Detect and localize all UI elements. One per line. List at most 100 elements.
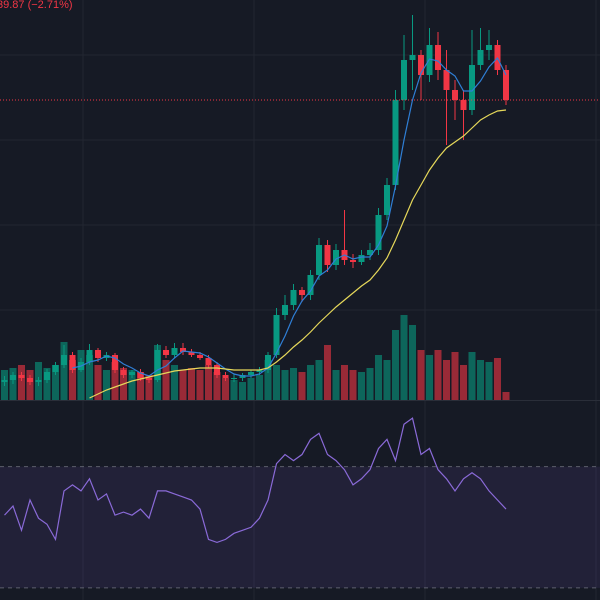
volume-bar — [434, 350, 442, 400]
volume-bar — [417, 350, 425, 400]
candle-body — [409, 55, 416, 60]
candle-body — [222, 375, 229, 378]
candle-body — [358, 255, 365, 262]
volume-bar — [264, 360, 272, 400]
candle-body — [154, 350, 161, 380]
volume-bar — [128, 370, 136, 400]
candle-body — [460, 100, 467, 110]
candle-body — [486, 45, 492, 50]
volume-bar — [477, 360, 484, 400]
candle-body — [324, 245, 331, 265]
volume-bar — [392, 330, 399, 400]
volume-bar — [341, 365, 348, 400]
volume-bar — [383, 360, 391, 400]
volume-bar — [52, 365, 59, 400]
candle-body — [265, 355, 271, 370]
volume-bar — [324, 345, 331, 400]
volume-bar — [315, 360, 323, 400]
legend-text: 39.87 (−2.71%) — [0, 0, 73, 11]
volume-bar — [358, 372, 365, 400]
rsi-band — [0, 466, 600, 588]
volume-bar — [69, 360, 76, 400]
volume-bar — [468, 352, 476, 400]
candle-body — [205, 358, 212, 365]
candle-body — [503, 70, 509, 100]
candle-body — [375, 215, 382, 250]
moving-average — [89, 109, 507, 399]
candle-body — [112, 355, 118, 370]
volume-bar — [60, 342, 68, 400]
candle-body — [35, 380, 42, 382]
volume-bar — [188, 368, 195, 400]
candle-body — [443, 70, 450, 90]
candle-body — [44, 372, 50, 380]
volume-bar — [349, 370, 357, 400]
volume-bar — [485, 362, 493, 400]
volume-bar — [111, 362, 119, 400]
volume-bar — [290, 368, 297, 400]
volume-bar — [43, 368, 51, 400]
candle-body — [384, 185, 390, 215]
candle-body — [290, 290, 297, 305]
volume-bar — [205, 365, 212, 400]
volume-bar — [18, 365, 25, 400]
volume-bar — [460, 365, 467, 400]
volume-bar — [239, 382, 246, 400]
candle-body — [1, 380, 8, 382]
volume-bar — [426, 355, 433, 400]
candle-body — [452, 90, 458, 100]
volume-bar — [86, 355, 93, 400]
candle-body — [231, 378, 237, 379]
volume-bar — [298, 372, 306, 400]
candle-body — [180, 348, 186, 352]
candle-body — [137, 372, 144, 378]
candle-body — [27, 378, 33, 382]
volume-bar — [94, 365, 102, 400]
volume-bar — [247, 378, 255, 400]
candle-body — [95, 350, 101, 358]
candle-body — [129, 372, 135, 375]
candle-body — [120, 370, 127, 375]
candle-body — [256, 370, 263, 372]
candle-body — [418, 55, 424, 75]
candle-body — [469, 65, 475, 110]
rsi-line — [4, 417, 507, 544]
volume-bar — [137, 372, 144, 400]
volume-bar — [171, 365, 178, 400]
candle-body — [350, 260, 356, 262]
volume-bar — [443, 360, 450, 400]
candle-body — [61, 355, 67, 365]
candle-body — [307, 275, 314, 295]
candle-body — [401, 60, 407, 100]
candle-body — [477, 50, 484, 65]
candle-body — [52, 365, 59, 372]
candle-body — [171, 348, 178, 355]
candle-body — [197, 355, 203, 358]
volume-bar — [179, 370, 187, 400]
candle-body — [392, 100, 399, 185]
volume-bar — [400, 315, 408, 400]
candle-body — [333, 250, 339, 265]
volume-bar — [222, 378, 229, 400]
volume-bar — [409, 325, 416, 400]
candle-body — [163, 350, 169, 355]
volume-bar — [307, 365, 314, 400]
candle-body — [273, 315, 280, 355]
volume-bar — [366, 368, 374, 400]
moving-average — [72, 56, 507, 377]
volume-bar — [145, 375, 153, 400]
candle-body — [435, 45, 441, 70]
candle-body — [69, 355, 76, 370]
volume-bar — [273, 365, 280, 400]
volume-bar — [375, 355, 382, 400]
candle-body — [282, 305, 288, 315]
candle-body — [367, 250, 373, 255]
volume-bar — [196, 370, 204, 400]
candle-body — [146, 378, 152, 380]
volume-bar — [494, 358, 501, 400]
volume-bar — [162, 360, 170, 400]
candle-body — [316, 245, 322, 275]
candle-body — [214, 365, 220, 375]
